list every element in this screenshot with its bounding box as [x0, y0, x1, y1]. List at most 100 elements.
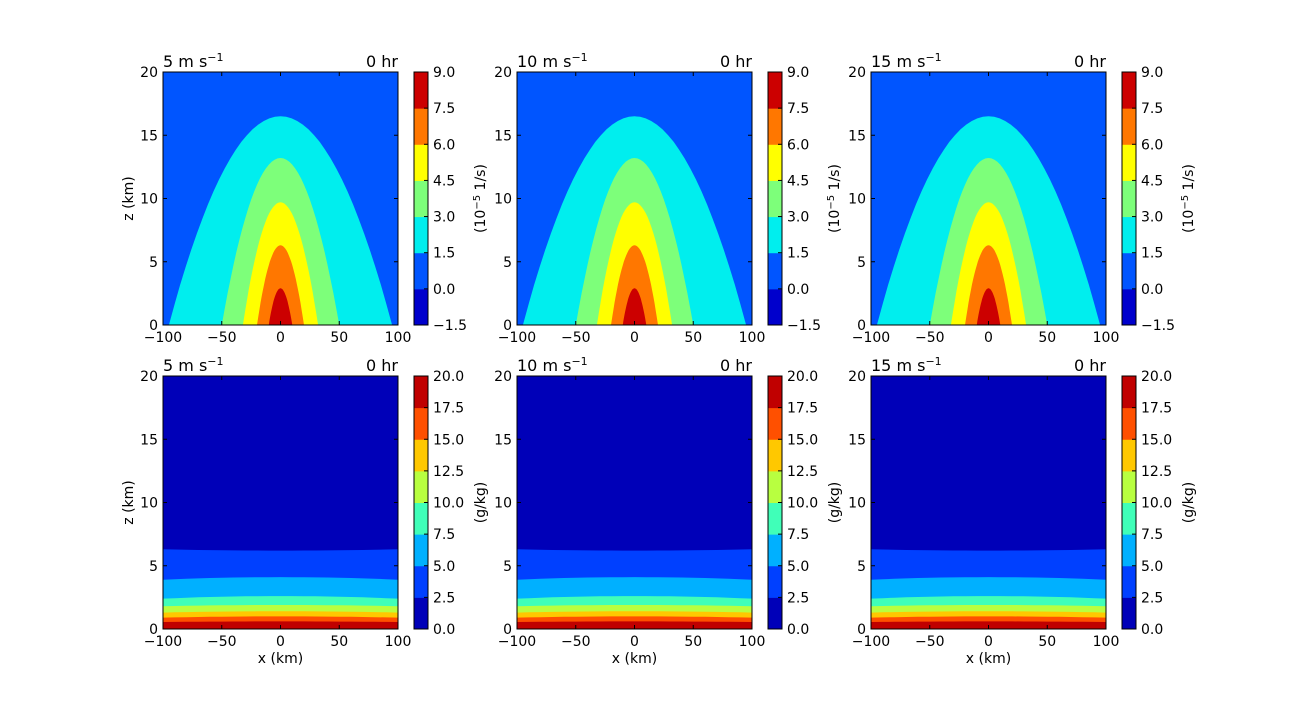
colorbar-tick-label: 4.5 [787, 173, 809, 189]
colorbar-segment [1122, 252, 1136, 290]
colorbar-label: (g/kg) [1181, 482, 1197, 524]
contour-band [622, 288, 647, 325]
colorbar-segment [768, 144, 782, 181]
y-tick-label: 10 [848, 192, 866, 208]
colorbar-segment [768, 108, 782, 145]
title-speed: 5 m s [163, 356, 207, 375]
contour-field [163, 376, 398, 629]
x-tick-label: −100 [852, 330, 890, 346]
contour-field [517, 376, 752, 629]
contour-band [611, 245, 658, 325]
colorbar-segment [414, 72, 428, 109]
y-tick-label: 10 [140, 496, 158, 512]
x-tick-label: −100 [144, 330, 182, 346]
colorbar-tick-label: 6.0 [433, 137, 455, 153]
colorbar-segment [768, 180, 782, 218]
colorbar-label: (10−5 1/s) [1180, 164, 1197, 233]
colorbar-tick-label: 17.5 [433, 401, 464, 417]
colorbar-tick-label: 5.0 [433, 559, 455, 575]
colorbar-segment [414, 216, 428, 254]
colorbar-tick-label: 3.0 [1141, 210, 1163, 226]
colorbar-tick-label: 3.0 [433, 210, 455, 226]
x-tick-label: 0 [630, 634, 639, 650]
x-tick-label: 50 [330, 330, 348, 346]
y-tick-label: 5 [149, 559, 158, 575]
y-tick-label: 10 [848, 496, 866, 512]
colorbar-segment [414, 252, 428, 290]
panel-title-right: 0 hr [1074, 356, 1106, 375]
x-tick-label: −100 [498, 634, 536, 650]
panel-title-left: 10 m s−1 [517, 355, 588, 375]
contour-band [257, 245, 304, 325]
panel-vort-5: −100 −50 0 50 100 0 5 10 15 20 5 m s−1 0 hr z (km) −1… [121, 51, 489, 346]
colorbar-segment [768, 470, 782, 503]
colorbar-segment [1122, 597, 1136, 630]
colorbar-tick-label: 1.5 [433, 246, 455, 262]
colorbar-tick-label: 7.5 [433, 101, 455, 117]
colorbar-tick-label: 0.0 [787, 622, 809, 638]
title-superscript: −1 [571, 355, 587, 368]
x-tick-label: −100 [852, 634, 890, 650]
colorbar-segment [768, 565, 782, 598]
colorbar-segment [414, 180, 428, 218]
colorbar-segment [768, 502, 782, 535]
colorbar-segment [768, 439, 782, 472]
title-superscript: −1 [207, 51, 223, 64]
colorbar-tick-label: 1.5 [1141, 246, 1163, 262]
colorbar-tick-label: 15.0 [1141, 432, 1172, 448]
contour-band [976, 288, 1001, 325]
colorbar-tick-label: 0.0 [1141, 622, 1163, 638]
x-tick-label: 50 [1038, 330, 1056, 346]
colorbar-tick-label: 1.5 [787, 246, 809, 262]
colorbar-segment [1122, 439, 1136, 472]
x-tick-label: −50 [561, 330, 591, 346]
colorbar-tick-label: 7.5 [1141, 527, 1163, 543]
y-tick-label: 0 [503, 622, 512, 638]
colorbar-tick-label: 0.0 [433, 282, 455, 298]
colorbar: 0.0 2.5 5.0 7.5 10.0 12.5 15.0 17.5 20.0 (g/kg) [413, 369, 489, 638]
y-tick-label: 15 [140, 432, 158, 448]
colorbar-label: (g/kg) [827, 482, 843, 524]
panel-qv-15: −100 −50 0 50 100 0 5 10 15 20 15 m s−1 0 hr x (km) 0… [848, 355, 1197, 667]
title-speed: 15 m s [871, 356, 925, 375]
colorbar-segment [414, 439, 428, 472]
y-tick-label: 5 [857, 559, 866, 575]
colorbar-segment [414, 407, 428, 440]
x-tick-label: 0 [630, 330, 639, 346]
x-tick-label: 100 [739, 634, 766, 650]
colorbar-tick-label: 12.5 [787, 464, 818, 480]
x-tick-label: −50 [561, 634, 591, 650]
y-tick-label: 15 [494, 432, 512, 448]
title-superscript: −1 [925, 355, 941, 368]
contour-band [965, 245, 1012, 325]
panel-title-left: 15 m s−1 [871, 355, 942, 375]
colorbar-tick-label: 17.5 [1141, 401, 1172, 417]
colorbar-tick-label: 12.5 [1141, 464, 1172, 480]
y-axis-label: z (km) [121, 480, 137, 524]
colorbar: −1.5 0.0 1.5 3.0 4.5 6.0 7.5 9.0 (10−5 1/s) [767, 65, 843, 334]
colorbar-tick-label: 15.0 [433, 432, 464, 448]
y-tick-label: 20 [494, 65, 512, 81]
contour-field [871, 376, 1106, 629]
colorbar-tick-label: 9.0 [787, 65, 809, 81]
colorbar-segment [768, 376, 782, 409]
x-tick-label: −50 [207, 634, 237, 650]
panel-title-left: 15 m s−1 [871, 51, 942, 71]
y-tick-label: 5 [149, 255, 158, 271]
colorbar-segment [414, 502, 428, 535]
colorbar: 0.0 2.5 5.0 7.5 10.0 12.5 15.0 17.5 20.0 (g/kg) [767, 369, 843, 638]
colorbar-segment [1122, 407, 1136, 440]
panel-qv-10: −100 −50 0 50 100 0 5 10 15 20 10 m s−1 0 hr x (km) 0… [494, 355, 843, 667]
title-superscript: −1 [925, 51, 941, 64]
x-tick-label: −100 [498, 330, 536, 346]
colorbar-segment [1122, 288, 1136, 326]
colorbar-tick-label: 9.0 [1141, 65, 1163, 81]
x-tick-label: −50 [915, 330, 945, 346]
y-tick-label: 0 [857, 622, 866, 638]
y-axis-label: z (km) [121, 176, 137, 220]
colorbar: −1.5 0.0 1.5 3.0 4.5 6.0 7.5 9.0 (10−5 1/s) [413, 65, 489, 334]
colorbar-segment [1122, 470, 1136, 503]
colorbar-tick-label: 2.5 [787, 590, 809, 606]
panel-title-right: 0 hr [720, 52, 752, 71]
